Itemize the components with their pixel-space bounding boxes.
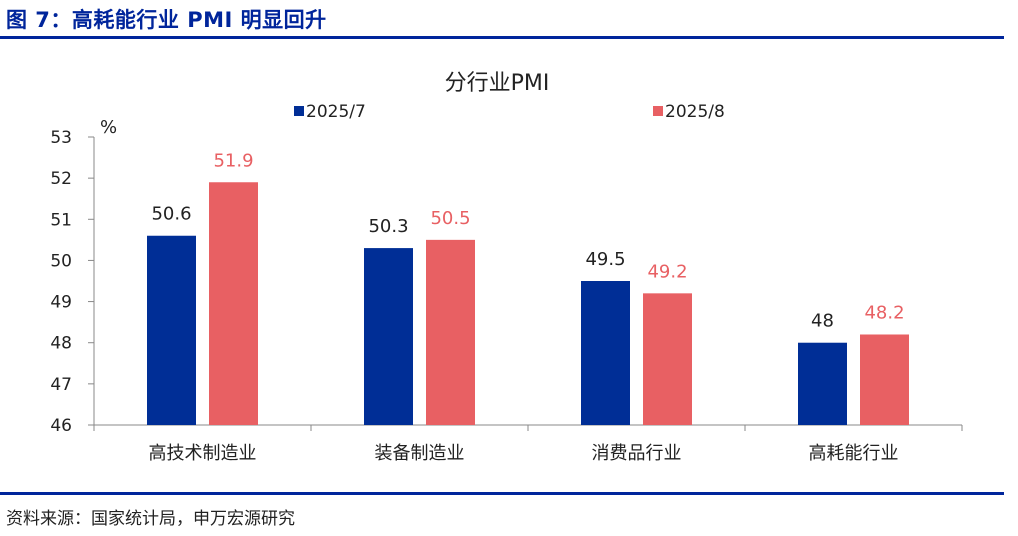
y-tick-label: 51: [50, 210, 72, 230]
y-unit-label: %: [100, 117, 117, 138]
bar: [581, 281, 630, 425]
data-label: 50.6: [151, 204, 191, 225]
bar: [209, 182, 258, 425]
data-label: 50.5: [430, 208, 470, 229]
bar: [364, 248, 413, 425]
bars: [147, 182, 909, 425]
axes: 46 47 48 49 50 51 52 53 高技术制造业 装备制造业 消费品行业 高耗能行业: [50, 128, 963, 464]
data-label: 51.9: [213, 150, 253, 171]
legend-swatch-2025-8: [653, 106, 663, 116]
y-tick-label: 50: [50, 251, 72, 271]
top-rule: [0, 36, 1004, 39]
chart: 分行业PMI 2025/7 2025/8 % 46 47 48 49 50 51 52 53 高…: [50, 71, 963, 464]
y-tick-label: 52: [50, 169, 72, 189]
bar: [426, 239, 475, 425]
y-tick-label: 53: [50, 128, 72, 148]
chart-title: 分行业PMI: [445, 71, 550, 96]
y-tick-label: 48: [50, 334, 72, 354]
legend-label-2025-8: 2025/8: [665, 102, 725, 122]
y-tick-label: 46: [50, 416, 72, 436]
figure-title: 图 7：高耗能行业 PMI 明显回升: [6, 8, 327, 32]
legend: 2025/7 2025/8: [294, 102, 725, 122]
x-category-label: 高技术制造业: [149, 443, 257, 464]
legend-label-2025-7: 2025/7: [306, 102, 366, 122]
bar: [147, 235, 196, 425]
x-category-label: 高耗能行业: [809, 443, 899, 464]
data-label: 49.5: [585, 249, 625, 270]
data-label: 48: [811, 311, 834, 332]
x-category-label: 装备制造业: [375, 443, 465, 464]
data-label: 49.2: [647, 261, 687, 282]
bar: [798, 342, 847, 425]
data-labels: 50.6 51.9 50.3 50.5 49.5 49.2 48 48.2: [151, 150, 904, 331]
bottom-rule: [0, 492, 1004, 495]
data-label: 50.3: [368, 216, 408, 237]
bar: [643, 293, 692, 425]
y-tick-label: 47: [50, 375, 72, 395]
data-label: 48.2: [864, 302, 904, 323]
y-tick-label: 49: [50, 293, 72, 313]
bar: [860, 334, 909, 425]
source-note: 资料来源：国家统计局，申万宏源研究: [6, 509, 295, 529]
x-category-label: 消费品行业: [592, 443, 682, 464]
legend-swatch-2025-7: [294, 106, 304, 116]
